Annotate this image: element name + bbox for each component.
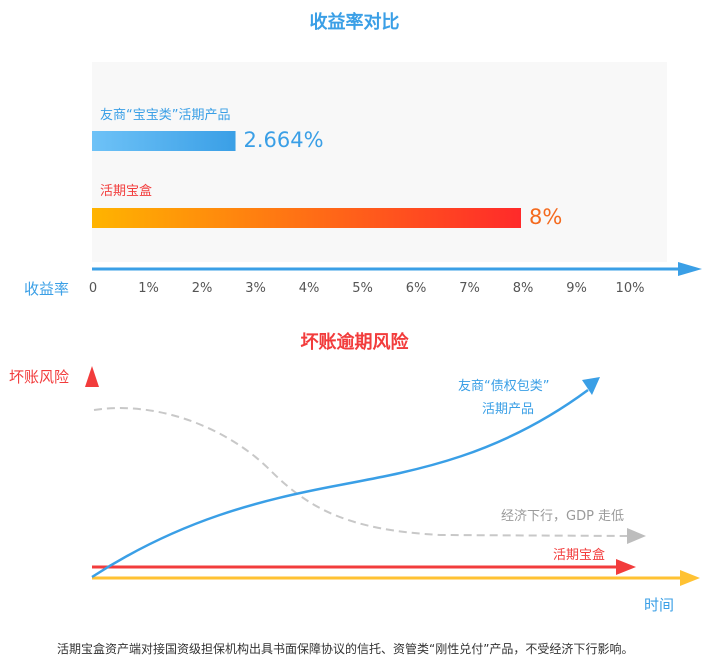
bar-label-competitor: 友商“宝宝类”活期产品 xyxy=(100,108,231,123)
x-tick-label: 9% xyxy=(566,281,587,296)
time-axis-title: 时间 xyxy=(644,596,675,614)
x-tick-label: 10% xyxy=(615,281,645,296)
x-tick-label: 5% xyxy=(352,281,373,296)
x-tick-label: 4% xyxy=(298,281,320,296)
series-label-gdp: 经济下行，GDP 走低 xyxy=(501,509,625,524)
series-label-huoqibaohe: 活期宝盒 xyxy=(553,548,606,563)
series-competitor-line xyxy=(91,388,589,579)
footer-note: 活期宝盒资产端对接国资级担保机构出具书面保障协议的信托、资管类“刚性兑付”产品，… xyxy=(57,642,634,656)
risk-y-axis-title: 坏账风险 xyxy=(9,368,70,386)
x-axis-title: 收益率 xyxy=(24,280,70,298)
series-huoqibaohe-arrow xyxy=(616,559,636,575)
x-tick-label: 0 xyxy=(88,281,98,296)
yield-chart-area xyxy=(92,62,667,262)
series-competitor-arrow xyxy=(582,377,600,395)
bar-value-competitor: 2.664% xyxy=(243,128,324,152)
x-axis-arrow xyxy=(678,262,702,276)
x-tick-label: 7% xyxy=(459,281,480,296)
series-gdp-arrow xyxy=(627,528,646,544)
risk-chart-title: 坏账逾期风险 xyxy=(300,332,409,353)
x-tick-label: 3% xyxy=(245,281,266,296)
bar-value-huoqibaohe: 8% xyxy=(529,205,563,229)
series-gdp-line xyxy=(93,407,629,537)
x-tick-label: 1% xyxy=(138,281,159,296)
yield-chart-title: 收益率对比 xyxy=(309,12,400,33)
bar-label-huoqibaohe: 活期宝盒 xyxy=(100,184,153,199)
series-label-competitor-2: 活期产品 xyxy=(482,402,535,417)
bar-competitor xyxy=(92,131,236,151)
time-axis-arrow xyxy=(680,570,700,586)
series-label-competitor-1: 友商“债权包类” xyxy=(458,379,550,394)
risk-y-axis-arrow xyxy=(85,366,99,387)
x-tick-label: 2% xyxy=(191,281,213,296)
x-tick-label: 6% xyxy=(405,281,427,296)
bar-huoqibaohe xyxy=(92,208,521,228)
x-tick-label: 8% xyxy=(512,281,534,296)
